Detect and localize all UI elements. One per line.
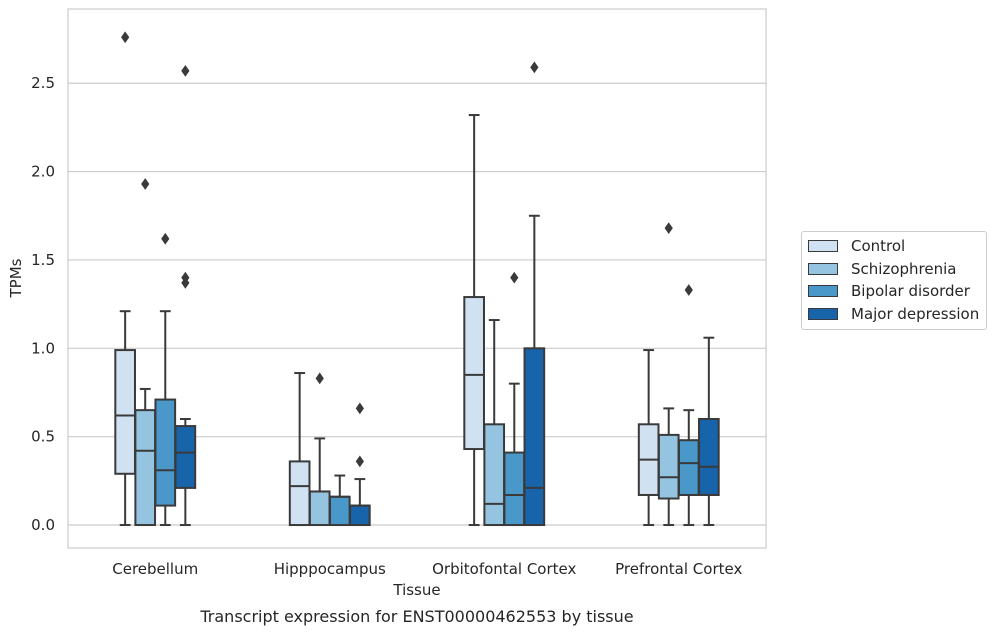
box xyxy=(523,347,546,527)
legend-item-major-depression: Major depression xyxy=(802,303,986,326)
box xyxy=(174,425,197,489)
outlier-marker xyxy=(181,271,190,284)
outlier-marker xyxy=(355,402,364,415)
legend-label-schizophrenia: Schizophrenia xyxy=(851,259,957,278)
y-tick-label: 1.5 xyxy=(31,251,55,269)
legend-item-schizophrenia: Schizophrenia xyxy=(802,258,986,281)
x-tick-label: Hipppocampus xyxy=(274,560,386,578)
legend-swatch-bipolar-disorder xyxy=(808,285,838,298)
box xyxy=(114,349,136,475)
y-tick-labels: 0.0 0.5 1.0 1.5 2.0 2.5 xyxy=(31,74,55,534)
outlier-marker xyxy=(181,64,190,77)
y-tick-label: 1.0 xyxy=(31,339,55,357)
box xyxy=(503,451,526,527)
outlier-marker xyxy=(510,271,519,284)
chart-caption: Transcript expression for ENST0000046255… xyxy=(199,607,633,626)
legend-item-bipolar-disorder: Bipolar disorder xyxy=(802,280,986,303)
box xyxy=(657,433,680,500)
y-tick-label: 0.0 xyxy=(31,516,55,534)
legend-label-major-depression: Major depression xyxy=(851,304,980,323)
boxes xyxy=(114,31,720,527)
box xyxy=(677,439,700,496)
outlier-marker xyxy=(530,61,539,74)
box xyxy=(288,460,311,527)
box xyxy=(154,398,177,507)
box xyxy=(349,504,371,527)
x-tick-label: Orbitofontal Cortex xyxy=(432,560,576,578)
box xyxy=(463,296,485,451)
legend-label-control: Control xyxy=(851,237,906,256)
outlier-marker xyxy=(315,372,324,385)
y-tick-label: 2.0 xyxy=(31,163,55,181)
box xyxy=(134,409,157,527)
outlier-marker xyxy=(664,222,673,235)
legend-swatch-control xyxy=(808,240,838,253)
box xyxy=(328,495,351,527)
outlier-marker xyxy=(121,31,130,44)
outlier-marker xyxy=(141,178,150,190)
box xyxy=(483,423,506,527)
x-tick-label: Cerebellum xyxy=(112,560,198,578)
plot-frame xyxy=(67,8,767,549)
x-axis-label: Tissue xyxy=(392,581,440,599)
outlier-marker xyxy=(355,455,364,468)
x-tick-labels: Cerebellum Hipppocampus Orbitofontal Corte… xyxy=(112,560,742,578)
y-tick-label: 0.5 xyxy=(31,428,55,446)
legend-item-control: Control xyxy=(802,235,986,258)
box xyxy=(698,417,720,496)
x-tick-label: Prefrontal Cortex xyxy=(615,560,742,578)
box xyxy=(308,490,331,527)
legend: Control Schizophrenia Bipolar disorder M… xyxy=(801,231,987,330)
y-axis-label: TPMs xyxy=(7,258,25,298)
legend-label-bipolar-disorder: Bipolar disorder xyxy=(851,282,970,301)
y-tick-label: 2.5 xyxy=(31,74,55,92)
outlier-marker xyxy=(161,232,170,245)
legend-swatch-schizophrenia xyxy=(808,262,838,275)
outlier-marker xyxy=(684,284,693,296)
legend-swatch-major-depression xyxy=(808,307,838,320)
